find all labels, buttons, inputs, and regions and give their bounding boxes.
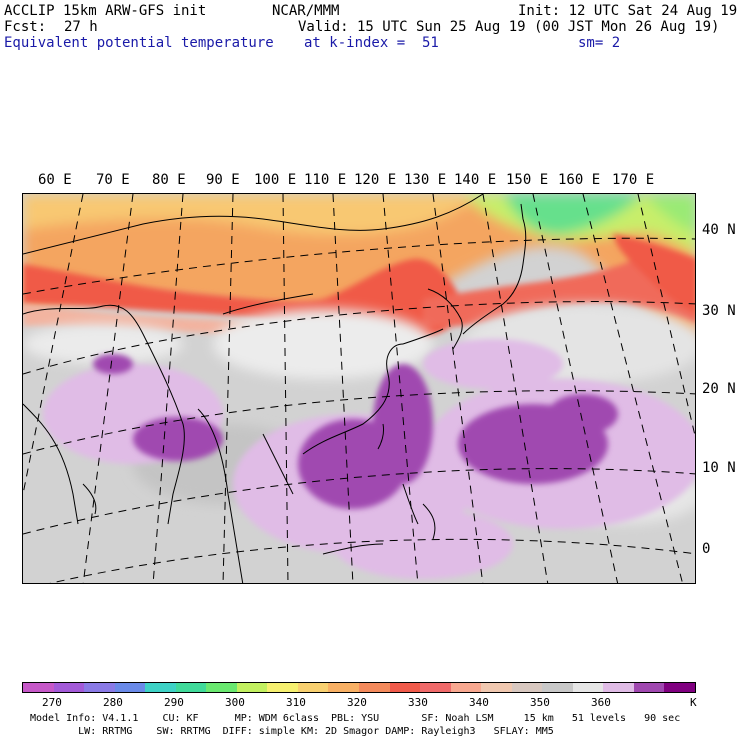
colorbar-swatch [572, 683, 604, 692]
colorbar-swatch [359, 683, 390, 692]
valid-time: Valid: 15 UTC Sun 25 Aug 19 (00 JST Mon … [298, 19, 720, 35]
colorbar-swatch [420, 683, 451, 692]
smoothing-info: sm= 2 [578, 35, 621, 51]
org-label: NCAR/MMM [272, 3, 340, 19]
colorbar-swatch [328, 683, 360, 692]
model-info-line2: LW: RRTMG SW: RRTMG DIFF: simple KM: 2D … [30, 726, 554, 737]
transition-band [23, 304, 343, 354]
lon-label-100e: 100 E [254, 172, 297, 188]
colorbar-swatch [267, 683, 298, 692]
colorbar-swatch [450, 683, 482, 692]
colorbar [22, 682, 696, 693]
colorbar-swatch [53, 683, 85, 692]
map-panel [22, 193, 696, 584]
colorbar-label-360: 360 [591, 696, 611, 709]
colorbar-swatch [603, 683, 634, 692]
colorbar-swatch [481, 683, 512, 692]
model-info-line1: Model Info: V4.1.1 CU: KF MP: WDM 6class… [30, 713, 681, 724]
colorbar-swatch [389, 683, 421, 692]
colorbar-swatch [84, 683, 115, 692]
colorbar-label-270: 270 [42, 696, 62, 709]
colorbar-label-280: 280 [103, 696, 123, 709]
lon-label-140e: 140 E [454, 172, 497, 188]
lon-label-60e: 60 E [38, 172, 72, 188]
colorbar-swatch [145, 683, 176, 692]
lat-label-40n: 40 N [702, 222, 736, 238]
lon-label-70e: 70 E [96, 172, 130, 188]
forecast-label: Fcst: [4, 19, 47, 35]
lon-label-120e: 120 E [354, 172, 397, 188]
colorbar-swatch [542, 683, 573, 692]
colorbar-label-340: 340 [469, 696, 489, 709]
colorbar-swatch [114, 683, 146, 692]
colorbar-swatch [236, 683, 268, 692]
init-time: Init: 12 UTC Sat 24 Aug 19 [518, 3, 738, 19]
colorbar-label-300: 300 [225, 696, 245, 709]
colorbar-label-320: 320 [347, 696, 367, 709]
equivalent-potential-temperature-map [23, 194, 695, 583]
field-name: Equivalent potential temperature [4, 35, 274, 51]
lon-label-110e: 110 E [304, 172, 347, 188]
colorbar-swatch [175, 683, 207, 692]
warm-band-north [23, 194, 695, 343]
colorbar-swatch [664, 683, 696, 692]
colorbar-swatch [633, 683, 665, 692]
colorbar-unit: K [690, 696, 697, 709]
lat-label-10n: 10 N [702, 460, 736, 476]
lon-label-80e: 80 E [152, 172, 186, 188]
colorbar-swatch [206, 683, 237, 692]
dark-purple-areas [93, 354, 618, 509]
forecast-hour: 27 h [64, 19, 98, 35]
level-info: at k-index = 51 [304, 35, 439, 51]
colorbar-swatch [23, 683, 54, 692]
lon-label-130e: 130 E [404, 172, 447, 188]
graticule [23, 194, 695, 583]
lon-label-160e: 160 E [558, 172, 601, 188]
lon-label-90e: 90 E [206, 172, 240, 188]
colorbar-label-290: 290 [164, 696, 184, 709]
colorbar-label-350: 350 [530, 696, 550, 709]
coastlines [23, 194, 527, 583]
colorbar-label-330: 330 [408, 696, 428, 709]
colorbar-swatch [297, 683, 329, 692]
colorbar-swatch [511, 683, 543, 692]
lat-label-20n: 20 N [702, 381, 736, 397]
lon-label-150e: 150 E [506, 172, 549, 188]
lat-label-30n: 30 N [702, 303, 736, 319]
lon-label-170e: 170 E [612, 172, 655, 188]
model-title: ACCLIP 15km ARW-GFS init [4, 3, 207, 19]
lat-label-0: 0 [702, 541, 711, 557]
colorbar-label-310: 310 [286, 696, 306, 709]
